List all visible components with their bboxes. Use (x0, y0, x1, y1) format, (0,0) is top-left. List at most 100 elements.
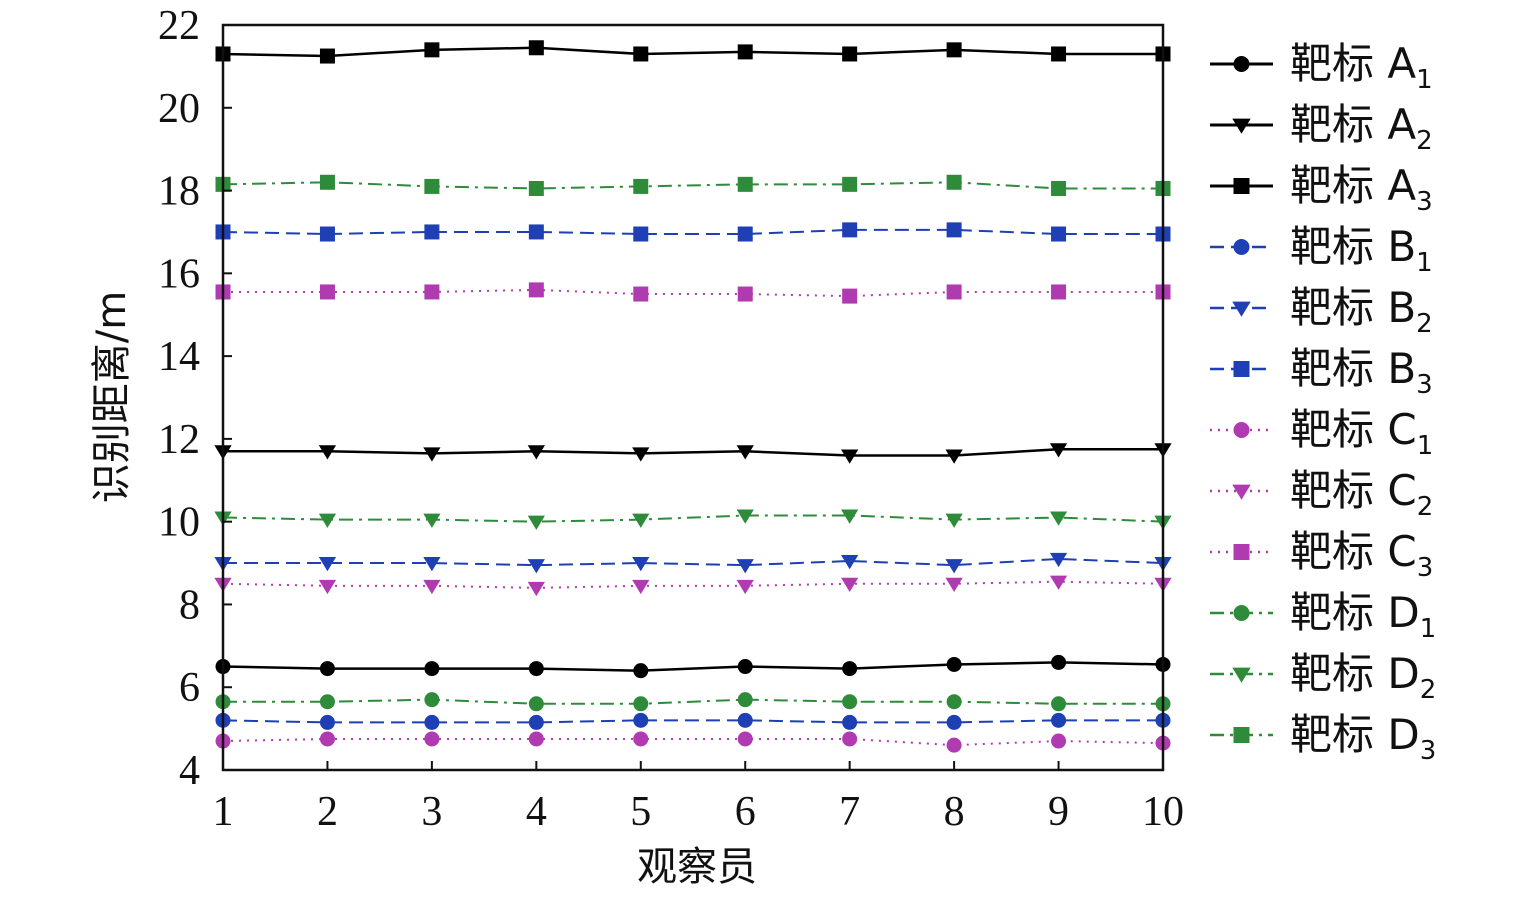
x-tick-label: 7 (839, 789, 860, 835)
data-point (319, 714, 335, 730)
data-point (737, 226, 753, 242)
legend-label: 靶标 C1 (1290, 405, 1433, 461)
data-point (737, 731, 753, 747)
data-point (1051, 284, 1067, 300)
data-point (528, 661, 544, 677)
x-tick-label: 5 (630, 789, 651, 835)
data-point (1051, 696, 1067, 712)
y-tick-label: 6 (179, 665, 200, 711)
data-point (842, 46, 858, 62)
data-point (633, 178, 649, 194)
y-axis-title: 识别距离/m (89, 291, 135, 503)
series-line (222, 661, 1164, 672)
data-point (633, 731, 649, 747)
data-point (527, 581, 545, 597)
legend-marker (1233, 56, 1250, 72)
data-point (528, 714, 544, 730)
legend-item-10: 靶标 D1 (1210, 588, 1436, 644)
legend-subscript: 1 (1420, 614, 1437, 644)
legend-label: 靶标 A2 (1290, 100, 1433, 156)
series-line (223, 288, 1163, 298)
legend-subscript: 1 (1416, 248, 1433, 278)
data-point (423, 513, 441, 528)
legend-subscript: 2 (1417, 492, 1434, 522)
data-point (1051, 654, 1067, 670)
data-point (1049, 552, 1068, 568)
series-line (222, 514, 1164, 523)
series-10 (215, 692, 1171, 712)
data-point (736, 559, 754, 574)
series-12 (215, 174, 1171, 196)
x-tick-label: 6 (735, 789, 756, 835)
data-point (842, 731, 858, 747)
data-point (633, 226, 649, 242)
series-2 (214, 443, 1172, 464)
data-point (945, 559, 963, 574)
data-point (945, 449, 963, 464)
legend-marker (1233, 727, 1250, 743)
data-point (945, 577, 963, 592)
data-point (1049, 511, 1068, 526)
data-point (424, 224, 440, 240)
series-line (222, 46, 1163, 58)
data-point (633, 696, 649, 712)
data-point (319, 661, 335, 677)
legend-item-9: 靶标 C3 (1210, 527, 1433, 583)
data-point (737, 712, 753, 728)
data-point (842, 694, 858, 710)
data-point (318, 557, 337, 572)
data-point (527, 559, 545, 574)
data-point (633, 286, 649, 302)
data-point (633, 663, 649, 679)
legend-subscript: 1 (1416, 65, 1433, 95)
y-tick-label: 14 (158, 334, 200, 380)
x-axis-title: 观察员 (637, 844, 757, 890)
data-point (945, 513, 963, 528)
legend-item-4: 靶标 B1 (1210, 222, 1433, 278)
legend-marker (1233, 361, 1250, 377)
legend-label: 靶标 A1 (1290, 39, 1433, 95)
data-point (318, 579, 337, 595)
x-tick-label: 3 (421, 789, 442, 835)
legend-label: 靶标 D3 (1290, 710, 1436, 766)
data-point (633, 712, 649, 728)
data-point (423, 447, 441, 462)
legend-subscript: 3 (1416, 370, 1433, 400)
data-point (737, 286, 753, 302)
legend-item-11: 靶标 D2 (1210, 649, 1436, 705)
data-point (842, 661, 858, 677)
legend-marker (1232, 118, 1251, 134)
data-point (946, 656, 962, 672)
legend-subscript: 2 (1420, 675, 1437, 705)
legend-subscript: 3 (1416, 187, 1433, 217)
data-point (736, 445, 754, 460)
data-point (424, 661, 440, 677)
data-point (946, 284, 962, 300)
legend-item-12: 靶标 D3 (1210, 710, 1436, 766)
x-tick-label: 1 (213, 789, 234, 835)
series-line (223, 447, 1163, 457)
legend-label: 靶标 D2 (1290, 649, 1436, 705)
y-tick-label: 8 (179, 582, 200, 628)
data-point (1051, 180, 1067, 196)
data-point (737, 692, 753, 708)
series-4 (215, 712, 1171, 730)
data-point (1051, 46, 1067, 62)
legend-marker (1233, 422, 1250, 438)
legend-item-6: 靶标 B3 (1210, 344, 1433, 400)
data-point (424, 284, 440, 300)
data-point (633, 46, 649, 62)
series-line (222, 228, 1163, 236)
data-point (632, 447, 650, 462)
data-point (319, 694, 335, 710)
y-tick-label: 18 (158, 169, 200, 215)
legend-label: 靶标 C2 (1290, 466, 1433, 522)
data-point (842, 714, 858, 730)
legend-label: 靶标 A3 (1290, 161, 1433, 217)
legend-marker (1232, 301, 1251, 317)
legend-label: 靶标 B3 (1290, 344, 1433, 400)
series-line (222, 719, 1163, 724)
legend-label: 靶标 B2 (1290, 283, 1433, 339)
series-9 (215, 282, 1171, 304)
